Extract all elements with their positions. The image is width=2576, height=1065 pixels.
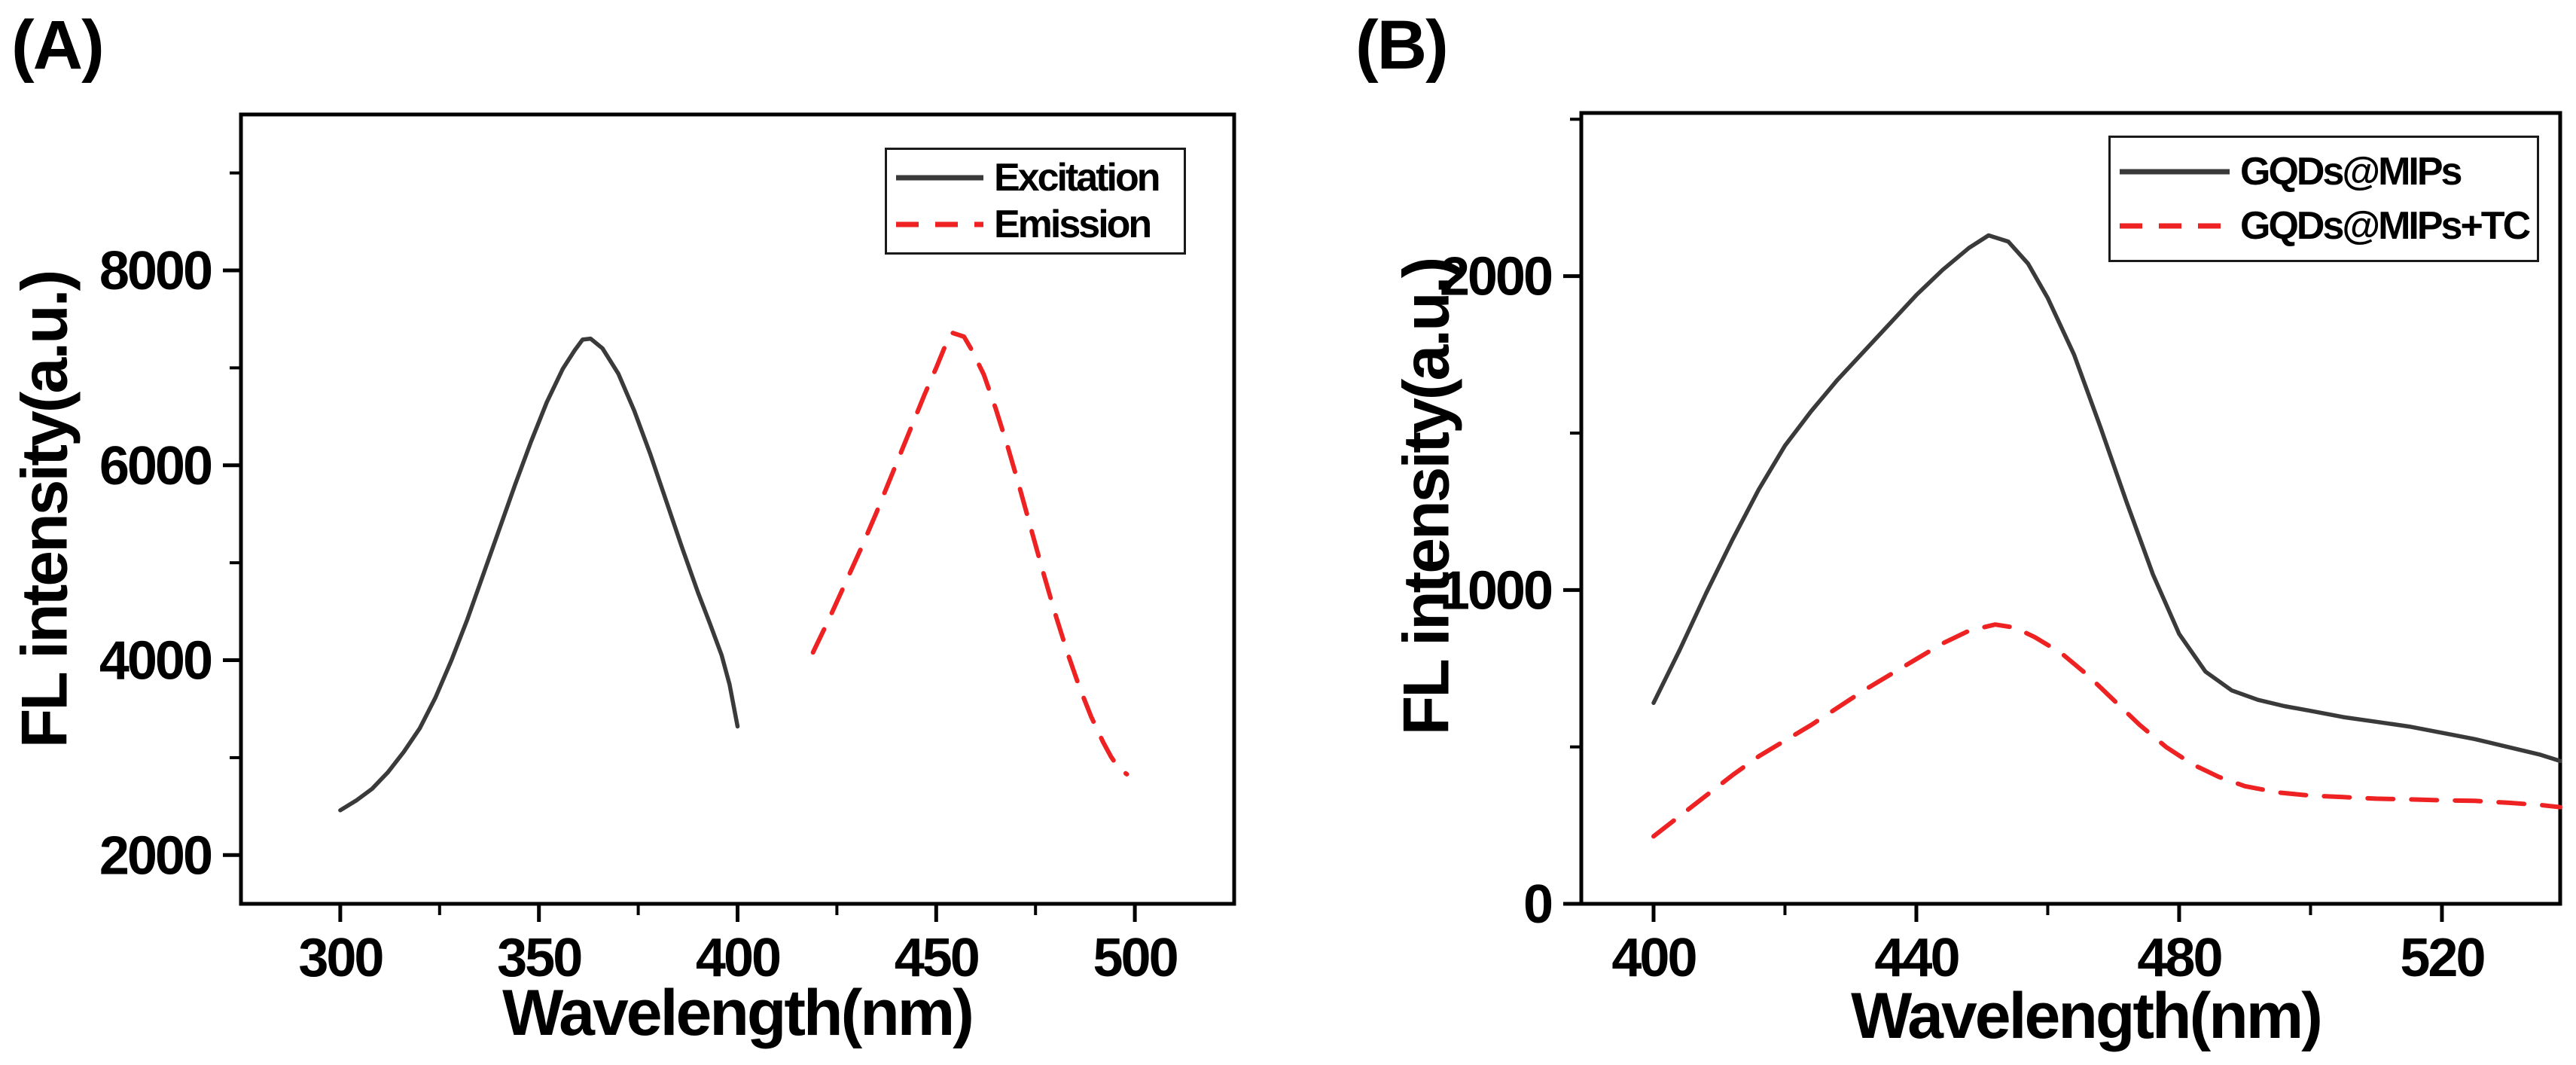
legend-item-gqds-mips-tc: GQDs@MIPs+TC — [2118, 203, 2531, 249]
panel-a-y-axis-title: FL intensity(a.u.) — [8, 271, 81, 749]
legend-label: GQDs@MIPs — [2240, 150, 2462, 194]
x-tick-label: 400 — [696, 928, 780, 988]
x-tick-label: 480 — [2137, 928, 2221, 988]
plot-frame — [1579, 111, 2562, 906]
y-tick-label: 8000 — [99, 241, 212, 301]
series-line-GQDs@MIPs — [1651, 233, 2562, 764]
x-tick-label: 500 — [1093, 928, 1178, 988]
x-tick-label: 440 — [1874, 928, 1959, 988]
x-tick-label: 300 — [298, 928, 383, 988]
legend-item-excitation: Excitation — [895, 155, 1176, 200]
x-tick-label: 520 — [2400, 928, 2484, 988]
y-tick-label: 1000 — [1440, 560, 1552, 621]
panel-b-label: (B) — [1355, 7, 1449, 84]
panel-a-label: (A) — [11, 7, 105, 84]
panel-b-y-axis-title: FL intensity(a.u.) — [1390, 258, 1463, 736]
x-tick-label: 350 — [497, 928, 581, 988]
panel-a-plot: 300 350 400 450 500 2000 4000 6000 8000 — [99, 112, 1236, 988]
x-tick-label: 400 — [1611, 928, 1696, 988]
legend-label: Excitation — [994, 155, 1160, 200]
legend-label: Emission — [994, 203, 1152, 247]
panel-b-plot: 400 440 480 520 0 1000 2000 — [1440, 111, 2562, 988]
y-tick-label: 2000 — [99, 825, 212, 886]
legend-item-emission: Emission — [895, 202, 1176, 247]
gqds-mips-tc-line-sample — [2120, 223, 2230, 229]
excitation-line-sample — [896, 175, 983, 181]
panel-b-x-axis-title: Wavelength(nm) — [1851, 980, 2323, 1052]
y-tick-label: 6000 — [99, 436, 212, 496]
x-tick-label: 450 — [895, 928, 979, 988]
legend-label: GQDs@MIPs+TC — [2240, 203, 2531, 248]
emission-line-sample — [896, 221, 983, 227]
y-tick-label: 2000 — [1440, 247, 1552, 307]
y-tick-label: 4000 — [99, 631, 212, 691]
panel-a-x-axis-title: Wavelength(nm) — [502, 977, 974, 1049]
series-line-Emission — [810, 330, 1129, 777]
gqds-mips-line-sample — [2120, 169, 2230, 175]
series-line-GQDs@MIPs+TC — [1651, 622, 2562, 839]
legend-item-gqds-mips: GQDs@MIPs — [2118, 149, 2529, 194]
panel-a-legend: Excitation Emission — [885, 148, 1186, 255]
y-tick-label: 0 — [1523, 874, 1552, 935]
panel-b-legend: GQDs@MIPs GQDs@MIPs+TC — [2108, 136, 2539, 262]
series-line-Excitation — [338, 336, 740, 813]
